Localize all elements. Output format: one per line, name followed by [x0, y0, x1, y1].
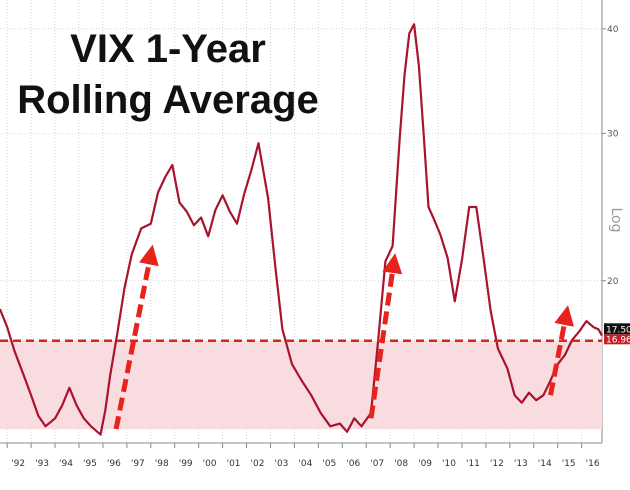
x-tick-label-'08: '08	[394, 459, 408, 469]
x-tick-label-'94: '94	[59, 459, 73, 469]
x-tick-label-'13: '13	[514, 459, 528, 469]
arrow-layer	[113, 244, 575, 430]
y-ticks: 20 30 40	[602, 25, 619, 287]
x-tick-label-'02: '02	[251, 459, 265, 469]
x-tick-label-'06: '06	[346, 459, 360, 469]
series-layer	[0, 23, 603, 436]
threshold-value-badge	[604, 334, 630, 345]
last-value-label: 17.50	[606, 325, 630, 335]
vix-rolling-average-line	[0, 23, 603, 436]
x-tick-label-'10: '10	[442, 459, 456, 469]
x-tick-label-'09: '09	[418, 459, 432, 469]
y-tick-label-40: 40	[607, 25, 619, 35]
x-tick-label-'92: '92	[11, 459, 25, 469]
x-tick-label-'14: '14	[538, 459, 552, 469]
x-tick-label-'07: '07	[370, 459, 384, 469]
rise-arrow-2	[368, 253, 403, 419]
x-tick-label-'96: '96	[107, 459, 121, 469]
y-tick-label-30: 30	[607, 129, 619, 139]
x-tick-label-'16: '16	[586, 459, 600, 469]
x-tick-label-'15: '15	[562, 459, 576, 469]
rise-arrow-1	[113, 244, 159, 430]
y-axis-label: Log	[608, 207, 624, 232]
x-tick-label-'11: '11	[466, 459, 480, 469]
x-tick-label-'97: '97	[131, 459, 145, 469]
chart-title-line-2: Rolling Average	[17, 78, 319, 122]
x-tick-label-'93: '93	[35, 459, 49, 469]
x-tick-label-'95: '95	[83, 459, 97, 469]
threshold-value-label: 16.96	[606, 335, 630, 345]
x-ticks: '92 '93 '94 '95 '96 '97 '98 '99 '00 '01 '02 '03 '04 '…	[6, 443, 600, 469]
rise-arrow-3	[548, 305, 575, 396]
x-tick-label-'12: '12	[490, 459, 504, 469]
x-tick-label-'00: '00	[203, 459, 217, 469]
chart-title-line-1: VIX 1-Year	[70, 27, 266, 71]
x-tick-label-'01: '01	[227, 459, 241, 469]
x-tick-label-'98: '98	[155, 459, 169, 469]
x-tick-label-'04: '04	[298, 459, 312, 469]
x-tick-label-'03: '03	[274, 459, 288, 469]
y-tick-label-20: 20	[607, 277, 619, 287]
x-tick-label-'99: '99	[179, 459, 193, 469]
last-value-badge	[604, 323, 630, 335]
x-tick-label-'05: '05	[322, 459, 336, 469]
